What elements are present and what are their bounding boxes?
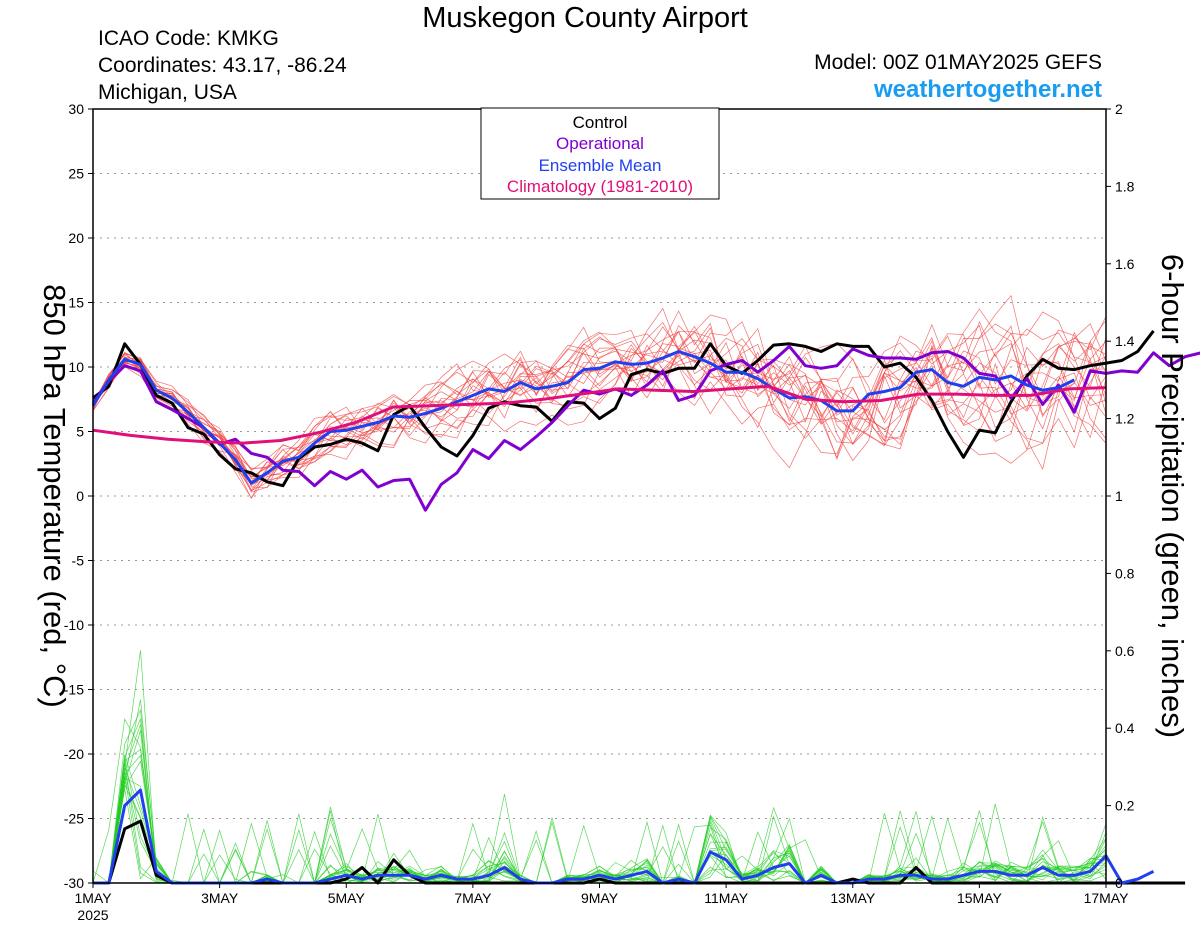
ensemble-member-temperature — [92, 325, 1107, 499]
x-tick-label: 15MAY — [957, 890, 1003, 906]
y-left-tick-label: 20 — [68, 230, 84, 246]
ensemble-member-precipitation — [93, 718, 1107, 884]
y-left-tick-label: -5 — [72, 553, 85, 569]
ensemble-member-precipitation — [93, 758, 1107, 884]
y-left-tick-label: 15 — [68, 295, 84, 311]
legend-entry-operational: Operational — [556, 134, 644, 153]
y-axis-left-label: 850 hPa Temperature (red, °C) — [37, 284, 72, 708]
ensemble-member-precipitation — [92, 708, 1107, 884]
y-left-tick-label: 30 — [68, 101, 84, 117]
legend-entry-control: Control — [573, 113, 628, 132]
series-lines — [91, 329, 1200, 885]
y-right-tick-label: 1 — [1115, 488, 1123, 504]
x-tick-year: 2025 — [77, 907, 108, 923]
y-left-tick-label: 25 — [68, 166, 84, 182]
y-right-tick-label: 0.2 — [1115, 798, 1135, 814]
y-right-tick-label: 1.6 — [1115, 256, 1135, 272]
coordinates: Coordinates: 43.17, -86.24 — [98, 54, 347, 77]
ensemble-member-precipitation — [93, 748, 1107, 885]
series-line-ensemble-mean — [91, 350, 1075, 485]
y-right-tick-label: 1.8 — [1115, 178, 1135, 194]
y-left-tick-label: 0 — [76, 488, 84, 504]
ensemble-member-precipitation — [93, 784, 1107, 884]
legend-entry-ensemble-mean: Ensemble Mean — [539, 156, 662, 175]
series-line-climatology-1981-2010 — [92, 384, 1107, 445]
x-tick-label: 1MAY — [74, 890, 112, 906]
x-tick-label: 17MAY — [1084, 890, 1130, 906]
y-left-tick-label: -10 — [64, 617, 84, 633]
region: Michigan, USA — [98, 81, 237, 104]
chart-title: Muskegon County Airport — [422, 2, 748, 34]
ensemble-member-precipitation — [93, 730, 1107, 884]
ensemble-member-temperature — [92, 323, 1107, 483]
y-axis-right-label: 6-hour Precipitation (green, inches) — [1155, 254, 1190, 738]
website-link[interactable]: weathertogether.net — [873, 76, 1102, 103]
y-right-tick-label: 2 — [1115, 101, 1123, 117]
ensemble-member-temperature — [92, 323, 1107, 491]
y-left-tick-label: -15 — [64, 682, 84, 698]
x-tick-label: 9MAY — [581, 890, 619, 906]
x-tick-label: 3MAY — [201, 890, 239, 906]
ensemble-member-precipitation — [93, 754, 1107, 884]
x-tick-label: 11MAY — [704, 890, 748, 906]
ensemble-member-temperature — [92, 315, 1107, 478]
y-right-tick-label: 0.6 — [1115, 643, 1135, 659]
y-right-tick-label: 1.4 — [1115, 333, 1135, 349]
ensemble-member-temperature — [92, 307, 1107, 485]
x-tick-label: 5MAY — [328, 890, 366, 906]
ensemble-member-precipitation — [93, 762, 1107, 884]
y-left-tick-label: 10 — [68, 359, 84, 375]
ensemble-member-precipitation — [92, 718, 1107, 884]
y-left-tick-label: -25 — [64, 811, 84, 827]
ensemble-member-temperature — [92, 344, 1107, 489]
series-line-ensemble-mean-precipitation — [93, 788, 1155, 885]
legend-box — [480, 107, 720, 200]
x-tick-label: 7MAY — [454, 890, 492, 906]
y-left-tick-label: -20 — [64, 746, 84, 762]
legend-entry-climatology: Climatology (1981-2010) — [507, 177, 693, 196]
y-right-tick-label: 0 — [1115, 875, 1123, 891]
y-right-tick-label: 0.4 — [1115, 720, 1135, 736]
model-run: Model: 00Z 01MAY2025 GEFS — [814, 51, 1102, 74]
y-left-tick-label: -30 — [64, 875, 84, 891]
ensemble-member-precipitation — [93, 724, 1107, 884]
y-right-tick-label: 1.2 — [1115, 411, 1135, 427]
x-tick-label: 13MAY — [830, 890, 876, 906]
ensemble-member-precipitation — [93, 760, 1107, 884]
legend: Control Operational Ensemble Mean Climat… — [480, 107, 720, 200]
y-left-tick-label: 5 — [76, 424, 84, 440]
y-right-tick-label: 0.8 — [1115, 565, 1135, 581]
icao-code: ICAO Code: KMKG — [98, 27, 279, 50]
grid-lines — [93, 173, 1106, 819]
axis-ticks: 302520151050-5-10-15-20-25-3021.81.61.41… — [64, 101, 1135, 923]
ensemble-member-precipitation — [93, 699, 1107, 884]
